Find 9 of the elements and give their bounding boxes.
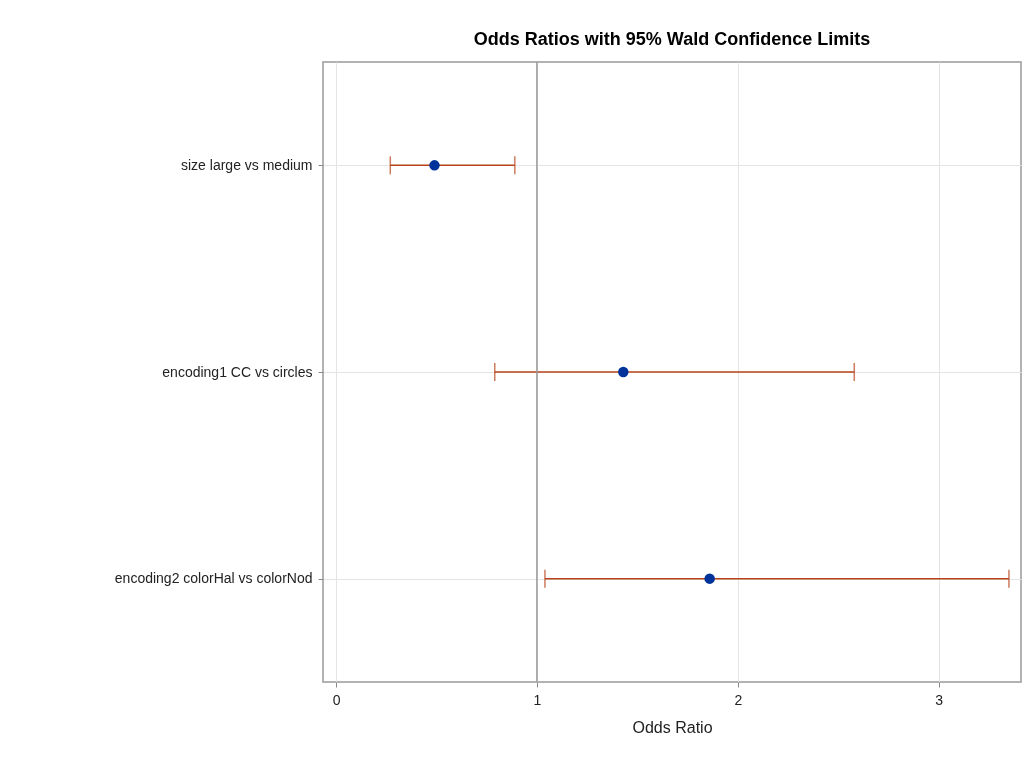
x-tick-label: 2 — [734, 691, 743, 708]
y-tick-label: size large vs medium — [181, 156, 313, 173]
x-axis-title: Odds Ratio — [632, 718, 713, 736]
x-tick-label: 3 — [935, 691, 944, 708]
x-tick-label: 1 — [533, 691, 542, 708]
y-tick-label: encoding1 CC vs circles — [162, 363, 313, 380]
x-tick-label: 0 — [332, 691, 341, 708]
chart-title: Odds Ratios with 95% Wald Confidence Limits — [473, 29, 871, 50]
y-tick-label: encoding2 colorHal vs colorNod — [114, 570, 313, 587]
